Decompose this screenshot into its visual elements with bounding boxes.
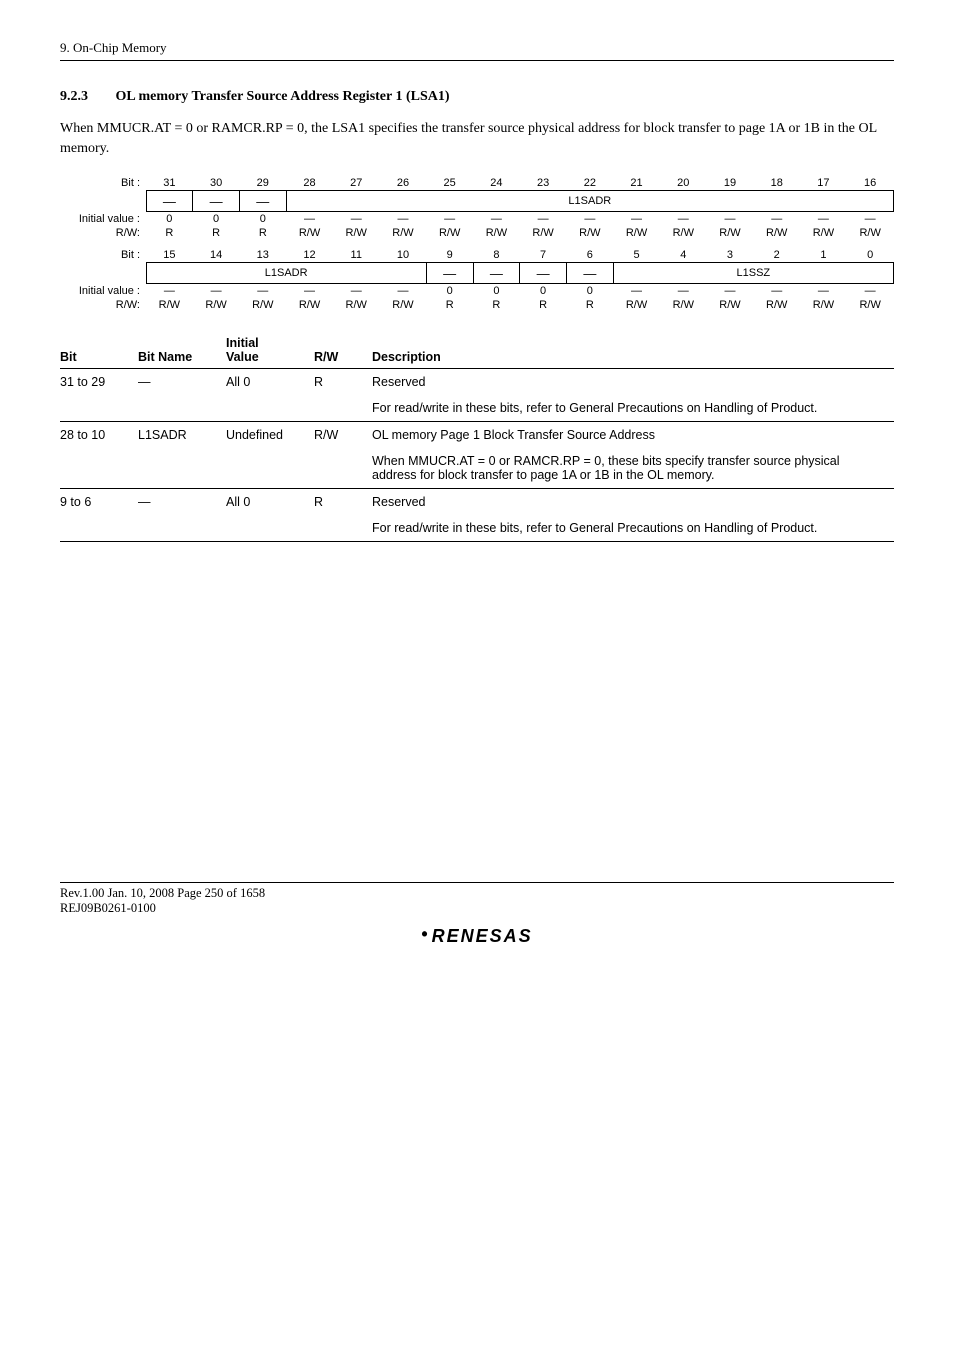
- col-initial: InitialValue: [226, 330, 314, 369]
- intro-paragraph: When MMUCR.AT = 0 or RAMCR.RP = 0, the L…: [60, 119, 894, 158]
- register-high: Bit : 31302928 27262524 23222120 1918171…: [60, 176, 894, 240]
- register-diagram: Bit : 31302928 27262524 23222120 1918171…: [60, 176, 894, 312]
- register-low: Bit : 15141312 111098 7654 3210 L1SADR —…: [60, 248, 894, 312]
- bit-row-label: Bit :: [60, 176, 146, 191]
- rw-label: R/W:: [60, 226, 146, 240]
- table-row: When MMUCR.AT = 0 or RAMCR.RP = 0, these…: [60, 448, 894, 489]
- footer-doc: REJ09B0261-0100: [60, 901, 894, 916]
- field-l1sadr-hi: L1SADR: [286, 191, 893, 212]
- table-row: 31 to 29 — All 0 R Reserved: [60, 369, 894, 396]
- footer-rev: Rev.1.00 Jan. 10, 2008 Page 250 of 1658: [60, 886, 894, 901]
- section-number: 9.2.3: [60, 89, 88, 104]
- col-bitname: Bit Name: [138, 330, 226, 369]
- col-bit: Bit: [60, 330, 138, 369]
- initial-label: Initial value :: [60, 284, 146, 299]
- table-row: For read/write in these bits, refer to G…: [60, 395, 894, 422]
- initial-label: Initial value :: [60, 212, 146, 227]
- table-row: 28 to 10 L1SADR Undefined R/W OL memory …: [60, 422, 894, 449]
- page-footer: Rev.1.00 Jan. 10, 2008 Page 250 of 1658 …: [60, 882, 894, 947]
- bit-description-table: Bit Bit Name InitialValue R/W Descriptio…: [60, 330, 894, 542]
- section-text: OL memory Transfer Source Address Regist…: [116, 89, 450, 104]
- col-description: Description: [372, 330, 894, 369]
- col-rw: R/W: [314, 330, 372, 369]
- brand-logo: •RENESAS: [60, 926, 894, 947]
- bit-row-label: Bit :: [60, 248, 146, 263]
- section-title: 9.2.3 OL memory Transfer Source Address …: [60, 89, 894, 105]
- field-l1ssz: L1SSZ: [613, 263, 893, 284]
- table-row: For read/write in these bits, refer to G…: [60, 515, 894, 542]
- field-l1sadr-lo: L1SADR: [146, 263, 426, 284]
- rw-label: R/W:: [60, 298, 146, 312]
- table-row: 9 to 6 — All 0 R Reserved: [60, 489, 894, 516]
- page-header: 9. On-Chip Memory: [60, 40, 894, 61]
